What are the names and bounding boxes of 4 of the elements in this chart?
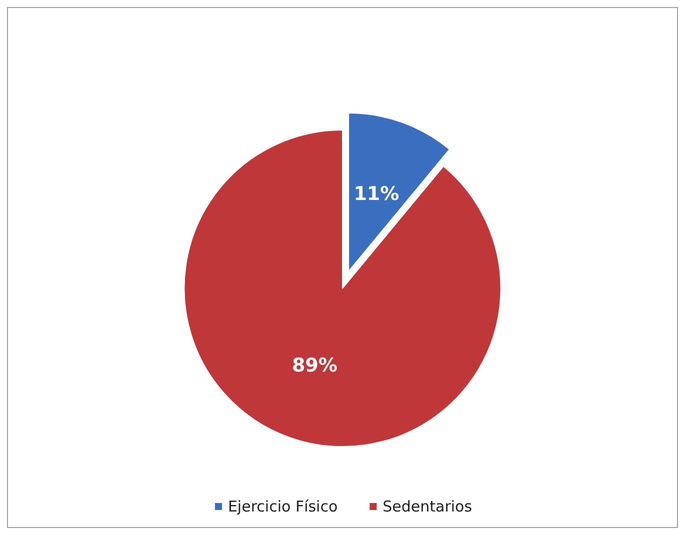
legend-label: Sedentarios <box>382 498 472 516</box>
data-label: 89% <box>292 354 338 377</box>
legend-label: Ejercicio Físico <box>228 498 338 516</box>
data-label: 11% <box>354 183 400 206</box>
